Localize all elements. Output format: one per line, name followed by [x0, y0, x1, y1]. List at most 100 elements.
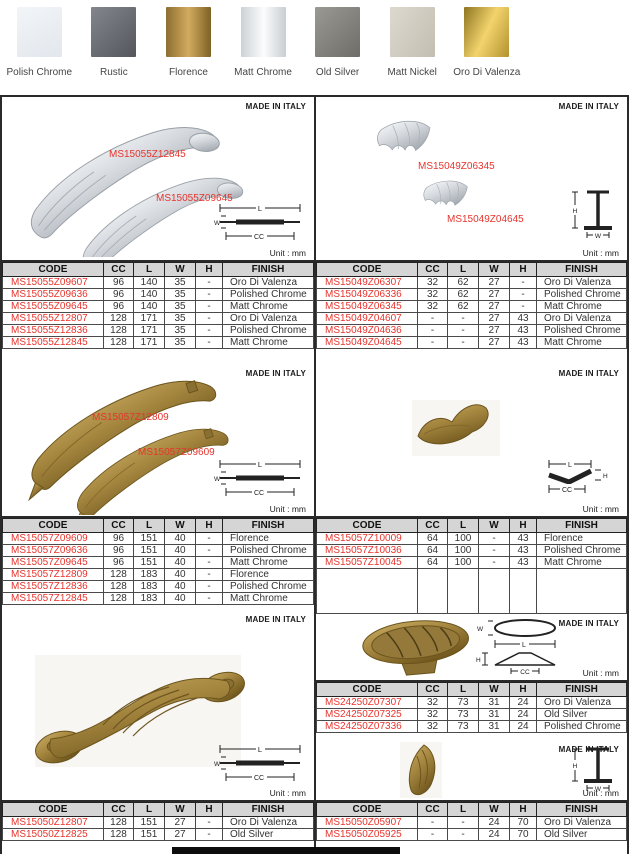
cell-cc: - [417, 828, 448, 841]
col-header-code: CODE [316, 262, 418, 277]
cell-code: MS15055Z09645 [2, 300, 104, 313]
svg-text:L: L [258, 460, 262, 469]
cell-cc: 128 [103, 828, 134, 841]
spec-table: CODE CC L W H FINISH MS15055Z09607 96 140 35- Oro … [2, 262, 314, 349]
cell-h: 24 [509, 708, 537, 721]
cell-w: 31 [478, 720, 510, 733]
cell-code: MS15050Z12825 [2, 828, 104, 841]
table-row: MS15050Z12807 128 151 27- Oro Di Valenza [2, 816, 314, 829]
cell-w: 31 [478, 708, 510, 721]
cell-cc: 96 [103, 556, 134, 569]
finish-chip-polish-chrome [16, 7, 62, 57]
table-row: MS15057Z09636 96 151 40- Polished Chrome [2, 544, 314, 557]
cell-w: 27 [164, 828, 196, 841]
unit-label: Unit : mm [269, 788, 306, 798]
finish-label: Oro Di Valenza [453, 67, 521, 78]
finish-swatch-old-silver: Old Silver [300, 7, 375, 78]
cell-w: 40 [164, 532, 196, 545]
cell-code: MS15049Z04636 [316, 324, 418, 337]
col-header-code: CODE [316, 518, 418, 533]
cell-code: MS15057Z10036 [316, 544, 418, 557]
svg-text:H: H [603, 473, 608, 480]
col-header-h: H [509, 518, 537, 533]
cell-code: MS24250Z07325 [316, 708, 418, 721]
table-filler-row [316, 568, 627, 614]
cell-w: 27 [478, 288, 510, 301]
col-header-finish: FINISH [536, 682, 627, 697]
spec-table-ms15057-pull: CODE CC L W H FINISH MS15057Z09609 96 151 40- Flor… [2, 518, 314, 610]
cell-cc: 128 [103, 580, 134, 593]
cell-finish: Polished Chrome [222, 288, 314, 301]
made-in-italy-label: MADE IN ITALY [245, 102, 306, 111]
col-header-finish: FINISH [536, 802, 627, 817]
table-row: MS15057Z12836 128 183 40- Polished Chrome [2, 580, 314, 593]
spec-table: CODE CC L W H FINISH MS15049Z06307 32 62 27- Oro D… [316, 262, 627, 349]
table-row: MS15057Z09609 96 151 40- Florence [2, 532, 314, 545]
cell-finish: Polished Chrome [536, 544, 627, 557]
cell-l: 73 [447, 708, 479, 721]
cell-l: 183 [133, 568, 165, 581]
cell-code: MS15049Z04607 [316, 312, 418, 325]
cell-cc: - [417, 336, 448, 349]
cell-code: MS15057Z10009 [316, 532, 418, 545]
cell-w: 35 [164, 276, 196, 289]
table-row: MS15057Z10009 64 100-43 Florence [316, 532, 627, 545]
cell-l: 62 [447, 276, 479, 289]
cell-finish: Polished Chrome [536, 288, 627, 301]
svg-text:W: W [595, 786, 602, 793]
cell-h: 43 [509, 532, 537, 545]
cell-finish: Old Silver [536, 708, 627, 721]
cell-code: MS15057Z09609 [2, 532, 104, 545]
cell-finish: Matt Chrome [222, 556, 314, 569]
svg-text:L: L [258, 204, 262, 213]
product-panel-ms15057-pull: MADE IN ITALY MS15057Z1280 [2, 364, 314, 518]
finish-label: Rustic [99, 67, 128, 78]
cell-w: 35 [164, 336, 196, 349]
cell-finish: Old Silver [536, 828, 627, 841]
svg-text:H: H [573, 763, 578, 770]
cell-l: 73 [447, 720, 479, 733]
cell-h: - [195, 276, 223, 289]
col-header-l: L [447, 682, 479, 697]
finish-label: Matt Nickel [387, 67, 437, 78]
table-row: MS15057Z10036 64 100-43 Polished Chrome [316, 544, 627, 557]
product-code-label: MS15049Z06345 [418, 161, 495, 172]
svg-text:H: H [476, 657, 481, 664]
cell-h: - [195, 556, 223, 569]
right-column: MADE IN ITALY MS15049Z [316, 97, 627, 854]
finish-label: Matt Chrome [234, 67, 292, 78]
cell-cc: - [417, 816, 448, 829]
product-image-oval-knob-bronze [362, 620, 469, 676]
cell-finish: Matt Chrome [222, 592, 314, 605]
cell-h: - [509, 300, 537, 313]
finish-chip-old-silver [315, 7, 361, 57]
col-header-w: W [164, 802, 196, 817]
cell-h: - [195, 592, 223, 605]
cell-cc: 32 [417, 300, 448, 313]
cell-w: 31 [478, 696, 510, 709]
cell-h: 43 [509, 336, 537, 349]
cell-cc: 64 [417, 532, 448, 545]
cell-l: 151 [133, 816, 165, 829]
col-header-w: W [478, 262, 510, 277]
cell-code: MS15050Z05907 [316, 816, 418, 829]
cell-code: MS15057Z10045 [316, 556, 418, 569]
col-header-code: CODE [316, 682, 418, 697]
col-header-cc: CC [103, 802, 134, 817]
col-header-code: CODE [2, 262, 104, 277]
cell-finish: Matt Chrome [222, 300, 314, 313]
cell-w: - [478, 544, 510, 557]
finish-swatch-rustic: Rustic [77, 7, 152, 78]
svg-text:L: L [522, 642, 526, 649]
cell-h: - [195, 532, 223, 545]
left-column: MADE IN ITALY MS15055Z1284 [2, 97, 316, 854]
product-image-wing-knob-bronze [412, 400, 500, 456]
col-header-cc: CC [103, 262, 134, 277]
cell-w: 27 [478, 312, 510, 325]
spec-table-ms15050-pull: CODE CC L W H FINISH MS15050Z12807 128 151 27- Oro… [2, 802, 314, 854]
cell-cc: 128 [103, 336, 134, 349]
cell-cc: 128 [103, 324, 134, 337]
unit-label: Unit : mm [582, 668, 619, 678]
svg-text:W: W [477, 626, 484, 633]
cell-l: - [447, 816, 479, 829]
